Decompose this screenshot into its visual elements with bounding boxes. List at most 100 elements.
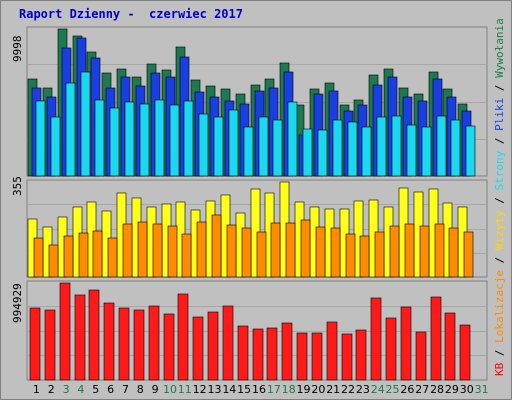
bar-kb-day-11	[177, 293, 189, 381]
day-label-3: 3	[63, 383, 70, 396]
bar-strony-day-28	[436, 115, 447, 177]
bar-lokalizacje-day-1	[33, 237, 44, 278]
bar-strony-day-23	[361, 126, 372, 177]
bar-kb-day-13	[207, 311, 219, 381]
bar-lokalizacje-day-19	[300, 219, 311, 278]
bar-strony-day-30	[465, 125, 476, 177]
bar-kb-day-5	[88, 289, 100, 381]
bar-kb-day-15	[237, 325, 249, 381]
day-label-14: 14	[222, 383, 236, 396]
bar-kb-day-23	[355, 329, 367, 381]
bar-lokalizacje-day-27	[419, 225, 430, 278]
day-label-23: 23	[356, 383, 370, 396]
bar-lokalizacje-day-24	[374, 231, 385, 278]
day-label-28: 28	[430, 383, 444, 396]
bar-lokalizacje-day-3	[63, 235, 74, 278]
bar-lokalizacje-day-5	[92, 230, 103, 278]
day-label-20: 20	[311, 383, 325, 396]
bar-strony-day-2	[50, 116, 61, 177]
bar-lokalizacje-day-20	[315, 226, 326, 278]
bar-kb-day-26	[400, 306, 412, 381]
day-label-2: 2	[48, 383, 55, 396]
bar-lokalizacje-day-22	[345, 233, 356, 278]
bar-strony-day-17	[272, 119, 283, 177]
bar-kb-day-22	[341, 333, 353, 381]
bar-lokalizacje-day-29	[448, 227, 459, 278]
bar-lokalizacje-day-16	[256, 231, 267, 278]
bar-strony-day-26	[406, 124, 417, 177]
day-label-31: 31	[475, 383, 489, 396]
bar-strony-day-6	[109, 107, 120, 177]
bar-lokalizacje-day-4	[78, 232, 89, 278]
bar-lokalizacje-day-21	[330, 227, 341, 278]
bar-kb-day-21	[326, 321, 338, 381]
day-label-24: 24	[371, 383, 385, 396]
day-label-19: 19	[297, 383, 311, 396]
day-label-18: 18	[282, 383, 296, 396]
bar-strony-day-25	[391, 115, 402, 177]
bar-kb-day-16	[252, 328, 264, 381]
bar-kb-day-8	[133, 309, 145, 381]
day-label-6: 6	[107, 383, 114, 396]
bar-strony-day-18	[287, 101, 298, 177]
bar-strony-day-15	[243, 126, 254, 177]
day-label-12: 12	[193, 383, 207, 396]
bar-kb-day-10	[163, 313, 175, 381]
bar-lokalizacje-day-12	[196, 221, 207, 278]
bar-kb-day-7	[118, 307, 130, 381]
bar-kb-day-19	[296, 332, 308, 381]
bar-strony-day-3	[65, 82, 76, 177]
bar-lokalizacje-day-7	[122, 223, 133, 278]
bar-strony-day-1	[35, 100, 46, 177]
day-label-8: 8	[137, 383, 144, 396]
bar-strony-day-13	[213, 116, 224, 177]
bar-lokalizacje-day-17	[270, 222, 281, 278]
bar-kb-day-2	[44, 309, 56, 381]
day-label-11: 11	[178, 383, 192, 396]
bar-strony-day-11	[183, 100, 194, 177]
bar-lokalizacje-day-15	[241, 227, 252, 278]
bar-strony-day-5	[94, 99, 105, 177]
bar-lokalizacje-day-13	[211, 214, 222, 278]
day-label-7: 7	[122, 383, 129, 396]
day-label-26: 26	[400, 383, 414, 396]
bar-strony-day-19	[302, 128, 313, 177]
bar-strony-day-22	[347, 121, 358, 177]
day-label-10: 10	[163, 383, 177, 396]
bar-strony-day-4	[80, 71, 91, 177]
bar-lokalizacje-day-25	[389, 225, 400, 278]
bar-kb-day-24	[370, 297, 382, 381]
day-label-1: 1	[33, 383, 40, 396]
bar-lokalizacje-day-28	[434, 223, 445, 278]
bar-kb-day-1	[29, 307, 41, 381]
day-label-9: 9	[152, 383, 159, 396]
bar-kb-day-20	[311, 332, 323, 381]
bar-kb-day-27	[415, 331, 427, 381]
bar-kb-day-12	[192, 316, 204, 381]
bar-lokalizacje-day-8	[137, 221, 148, 278]
bar-kb-day-17	[266, 327, 278, 381]
bar-kb-day-14	[222, 305, 234, 381]
day-label-5: 5	[92, 383, 99, 396]
bar-kb-day-30	[459, 324, 471, 381]
bar-strony-day-7	[124, 101, 135, 177]
day-label-27: 27	[415, 383, 429, 396]
bar-lokalizacje-day-11	[181, 233, 192, 278]
bar-strony-day-12	[198, 113, 209, 177]
day-label-13: 13	[207, 383, 221, 396]
bar-kb-day-25	[385, 317, 397, 381]
day-label-22: 22	[341, 383, 355, 396]
bar-lokalizacje-day-9	[152, 223, 163, 278]
bar-lokalizacje-day-26	[404, 223, 415, 278]
bar-kb-day-6	[103, 302, 115, 381]
bar-kb-day-29	[444, 312, 456, 381]
bar-lokalizacje-day-23	[359, 235, 370, 278]
bar-kb-day-4	[74, 294, 86, 381]
day-label-17: 17	[267, 383, 281, 396]
bar-lokalizacje-day-2	[48, 244, 59, 278]
day-label-30: 30	[460, 383, 474, 396]
bar-strony-day-10	[169, 104, 180, 177]
bar-strony-day-27	[421, 126, 432, 177]
bar-strony-day-9	[154, 99, 165, 177]
